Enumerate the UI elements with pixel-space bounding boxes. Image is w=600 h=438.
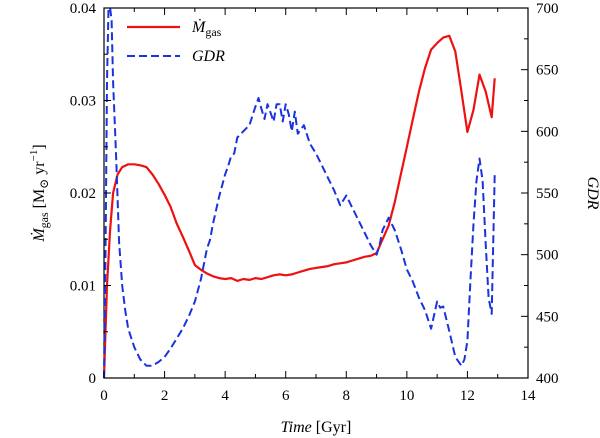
right-y-tick-label: 500 [536,248,559,264]
left-y-tick-label: 0 [89,371,97,387]
gdr-series-line [103,7,496,379]
right-y-tick-label: 400 [536,371,559,387]
legend: Ṁgas GDR [127,18,225,65]
x-tick-label: 10 [399,388,414,404]
right-y-axis-title: GDR [584,177,600,210]
x-tick-label: 0 [100,388,108,404]
left-y-title-sub: gas [37,212,51,228]
x-tick-label: 14 [521,388,537,404]
right-y-tick-label: 450 [536,309,559,325]
left-y-title-symbol: Ṁ [30,227,48,243]
left-y-title-unit-sup: −1 [28,150,40,162]
x-tick-label: 4 [221,388,229,404]
legend-label-gdr: GDR [192,48,225,65]
x-tick-label: 12 [460,388,475,404]
left-y-tick-label: 0.03 [70,94,96,110]
x-tick-label: 2 [161,388,169,404]
left-y-tick-label: 0.04 [70,1,97,17]
x-axis-title: Time [Gyr] [281,419,352,436]
left-y-title-unit-tail: yr [31,161,48,179]
right-y-tick-label: 550 [536,186,559,202]
mgas-series-line [102,34,496,379]
legend-mgas-sub: gas [205,25,221,39]
series-layer [102,7,496,379]
x-axis-title-unit: [Gyr] [316,419,352,436]
legend-label-mgas: Ṁgas [191,18,222,39]
left-y-title-close: ] [31,144,48,149]
left-y-axis-title: Ṁgas [M⊙ yr−1] [28,144,51,242]
x-tick-label: 6 [282,388,290,404]
right-y-tick-label: 600 [536,124,559,140]
legend-mgas-main: Ṁ [191,18,207,36]
left-y-title-unit: [M [31,189,48,209]
right-y-tick-label: 700 [536,1,559,17]
right-y-tick-label: 650 [536,63,559,79]
x-axis-title-name: Time [281,419,312,436]
left-y-tick-label: 0.01 [70,279,96,295]
x-tick-label: 8 [343,388,351,404]
left-y-tick-label: 0.02 [70,186,96,202]
ticks-layer: 0 2 4 6 8 10 12 14 0 0.01 0.02 0.03 0.04 400 450 500 550… [70,1,559,404]
left-y-title-unit-sub: ⊙ [37,179,51,189]
